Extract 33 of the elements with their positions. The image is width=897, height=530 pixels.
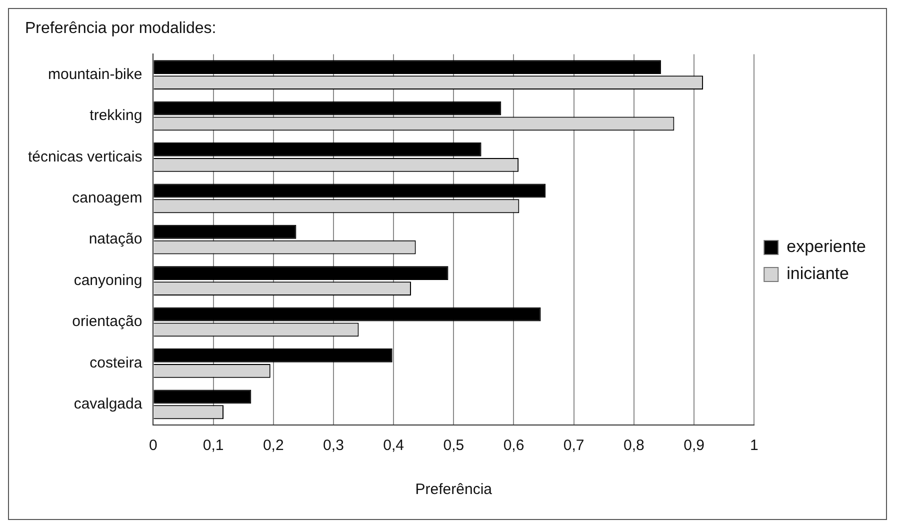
x-axis-title: Preferência (415, 481, 493, 498)
y-tick-label: costeira (90, 354, 143, 372)
y-tick-label: mountain-bike (48, 66, 142, 83)
bar (154, 224, 296, 239)
y-tick-label: natação (88, 230, 142, 248)
y-tick-label: trekking (90, 107, 142, 124)
y-tick-label: cavalgada (74, 396, 143, 413)
x-tick-label: 1 (750, 437, 758, 454)
bar (154, 184, 546, 198)
x-tick-label: 0,9 (684, 437, 704, 454)
y-tick-label: técnicas verticais (28, 148, 142, 166)
bar (154, 390, 252, 404)
x-tick-label: 0 (149, 437, 158, 454)
bar (154, 266, 448, 280)
bar (154, 348, 392, 362)
x-tick-label: 0,3 (323, 437, 344, 454)
x-tick-label: 0,2 (262, 437, 284, 454)
x-tick-label: 0,5 (443, 437, 464, 454)
bar (154, 101, 502, 116)
legend-label: iniciante (786, 264, 849, 284)
y-tick-label: orientação (72, 313, 142, 330)
bar (154, 142, 482, 156)
bar (154, 60, 661, 74)
y-tick-label: canyoning (74, 272, 142, 289)
x-tick-label: 0,7 (563, 437, 584, 454)
x-tick-label: 0,6 (503, 437, 524, 454)
x-tick-label: 0,1 (202, 437, 224, 454)
chart-title: Preferência por modalides: (25, 20, 216, 38)
y-tick-label: canoagem (72, 190, 142, 207)
legend-label: experiente (786, 237, 866, 256)
x-tick-label: 0,8 (624, 437, 644, 454)
x-tick-label: 0,4 (383, 437, 404, 454)
bar (154, 307, 541, 322)
